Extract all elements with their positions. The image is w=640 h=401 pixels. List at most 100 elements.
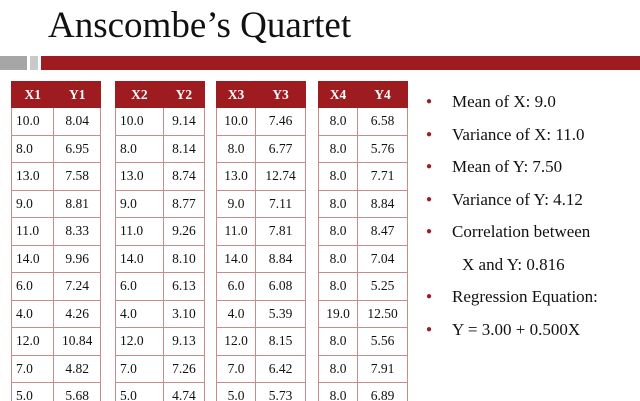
stat-regression-equation: ● Y = 3.00 + 0.500X: [426, 314, 638, 347]
header-bar-red: [41, 56, 640, 70]
y-value-cell: 8.14: [162, 134, 206, 163]
y-value-cell: 9.26: [162, 217, 206, 246]
table-row: 9.0 8.81: [10, 189, 101, 218]
y-value-cell: 6.58: [357, 107, 408, 136]
x-value-cell: 7.0: [10, 354, 55, 383]
x-value-cell: 13.0: [10, 162, 55, 191]
y-value-cell: 7.46: [255, 107, 306, 136]
y-value-cell: 10.84: [53, 327, 101, 356]
table-row: 12.0 10.84: [10, 327, 101, 356]
x-value-cell: 8.0: [215, 134, 257, 163]
bullet-icon: ●: [426, 161, 433, 172]
y-value-cell: 12.74: [255, 162, 306, 191]
header-bar-grey: [0, 56, 27, 70]
table-row: 13.0 12.74: [215, 162, 306, 191]
table-row: 6.0 6.13: [115, 272, 206, 301]
bullet-icon: ●: [426, 96, 433, 107]
x-value-cell: 5.0: [115, 382, 164, 401]
table-row: 8.0 7.91: [317, 354, 408, 383]
stat-variance-x: ● Variance of X: 11.0: [426, 119, 638, 152]
y-value-cell: 5.73: [255, 382, 306, 401]
stat-mean-x: ● Mean of X: 9.0: [426, 86, 638, 119]
y-value-cell: 4.26: [53, 299, 101, 328]
stat-text: Y = 3.00 + 0.500X: [452, 319, 581, 339]
stat-text: Variance of X: 11.0: [452, 124, 585, 144]
x-value-cell: 8.0: [317, 327, 359, 356]
x-value-cell: 8.0: [317, 134, 359, 163]
x-value-cell: 13.0: [115, 162, 164, 191]
stat-text: X and Y: 0.816: [462, 254, 565, 274]
stat-regression-label: ● Regression Equation:: [426, 281, 638, 314]
y-value-cell: 5.25: [357, 272, 408, 301]
table-row: 4.0 5.39: [215, 299, 306, 328]
x-value-cell: 13.0: [215, 162, 257, 191]
table-row: 5.0 4.74: [115, 382, 206, 401]
x-value-cell: 10.0: [115, 107, 164, 136]
table-row: 8.0 6.77: [215, 134, 306, 163]
table-row: 9.0 7.11: [215, 189, 306, 218]
column-header: Y2: [162, 81, 206, 108]
bullet-icon: ●: [426, 323, 433, 335]
table-row: 14.0 8.10: [115, 244, 206, 273]
y-value-cell: 5.56: [357, 327, 408, 356]
table-header-row: X3 Y3: [215, 81, 306, 108]
stat-correlation: ● Correlation between: [426, 216, 638, 249]
column-header: Y4: [357, 81, 408, 108]
table-row: 7.0 4.82: [10, 354, 101, 383]
table-row: 10.0 8.04: [10, 107, 101, 136]
y-value-cell: 8.84: [357, 189, 408, 218]
x-value-cell: 7.0: [215, 354, 257, 383]
y-value-cell: 7.04: [357, 244, 408, 273]
x-value-cell: 8.0: [115, 134, 164, 163]
x-value-cell: 5.0: [10, 382, 55, 401]
y-value-cell: 7.26: [162, 354, 206, 383]
table-row: 11.0 9.26: [115, 217, 206, 246]
data-table-1: X1 Y1 10.0 8.04 8.0 6.95 13.0 7.58 9.0 8.81 11.0 8.…: [10, 81, 101, 401]
y-value-cell: 7.11: [255, 189, 306, 218]
data-table-2: X2 Y2 10.0 9.14 8.0 8.14 13.0 8.74 9.0 8.77 11.0 9.…: [115, 81, 206, 401]
table-row: 8.0 8.14: [115, 134, 206, 163]
bullet-icon: ●: [426, 226, 433, 237]
y-value-cell: 9.14: [162, 107, 206, 136]
table-row: 8.0 8.47: [317, 217, 408, 246]
y-value-cell: 8.47: [357, 217, 408, 246]
table-row: 8.0 6.95: [10, 134, 101, 163]
x-value-cell: 6.0: [215, 272, 257, 301]
stats-list: ● Mean of X: 9.0 ● Variance of X: 11.0 ● Me…: [426, 86, 638, 346]
y-value-cell: 8.74: [162, 162, 206, 191]
y-value-cell: 6.42: [255, 354, 306, 383]
table-row: 13.0 8.74: [115, 162, 206, 191]
column-header: X1: [10, 81, 55, 108]
table-row: 14.0 9.96: [10, 244, 101, 273]
x-value-cell: 8.0: [10, 134, 55, 163]
stat-text: Regression Equation:: [452, 287, 598, 306]
y-value-cell: 8.77: [162, 189, 206, 218]
column-header: X4: [317, 81, 359, 108]
x-value-cell: 12.0: [10, 327, 55, 356]
x-value-cell: 8.0: [317, 217, 359, 246]
x-value-cell: 14.0: [115, 244, 164, 273]
table-row: 8.0 5.25: [317, 272, 408, 301]
y-value-cell: 12.50: [357, 299, 408, 328]
table-row: 19.0 12.50: [317, 299, 408, 328]
y-value-cell: 7.24: [53, 272, 101, 301]
data-table-3: X3 Y3 10.0 7.46 8.0 6.77 13.0 12.74 9.0 7.11 11.0 7…: [215, 81, 306, 401]
x-value-cell: 11.0: [115, 217, 164, 246]
slide-title: Anscombe’s Quartet: [48, 5, 352, 46]
table-row: 11.0 7.81: [215, 217, 306, 246]
x-value-cell: 9.0: [115, 189, 164, 218]
x-value-cell: 11.0: [10, 217, 55, 246]
x-value-cell: 4.0: [215, 299, 257, 328]
stat-text: Correlation between: [452, 222, 591, 241]
y-value-cell: 3.10: [162, 299, 206, 328]
table-row: 8.0 5.76: [317, 134, 408, 163]
y-value-cell: 6.77: [255, 134, 306, 163]
column-header: X2: [115, 81, 164, 108]
y-value-cell: 7.91: [357, 354, 408, 383]
column-header: X3: [215, 81, 257, 108]
table-row: 8.0 6.89: [317, 382, 408, 401]
stat-correlation-value: X and Y: 0.816: [426, 249, 638, 282]
y-value-cell: 9.13: [162, 327, 206, 356]
table-header-row: X2 Y2: [115, 81, 206, 108]
